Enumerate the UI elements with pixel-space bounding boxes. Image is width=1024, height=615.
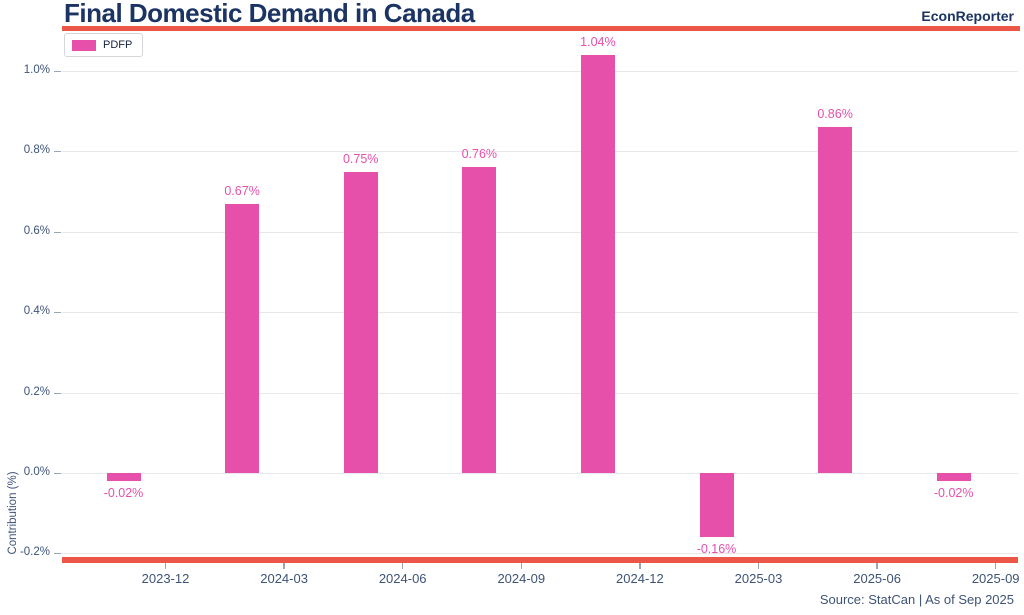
y-gridline (62, 553, 1018, 555)
legend-label: PDFP (103, 39, 133, 51)
x-tick-label: 2025-06 (853, 571, 901, 586)
x-tick-label: 2024-03 (260, 571, 308, 586)
bar-value-label: -0.02% (933, 486, 974, 501)
y-tick-mark (54, 151, 61, 153)
bar-pdfp-2025-06 (818, 127, 853, 473)
y-tick-label: 1.0% (23, 64, 50, 76)
legend: PDFP (64, 33, 144, 57)
x-tick-mark (994, 563, 997, 569)
y-tick-label: 0.8% (23, 144, 50, 157)
bar-pdfp-2024-09 (462, 167, 497, 473)
bar-value-label: 0.75% (342, 151, 379, 166)
y-tick-mark (54, 312, 61, 314)
y-gridline (62, 312, 1018, 314)
x-tick-label: 2024-06 (378, 571, 427, 586)
y-tick-mark (54, 71, 61, 72)
y-tick-mark (54, 553, 61, 555)
brand-logo: EconReporter (921, 8, 1014, 24)
y-tick-label: 0.6% (23, 224, 50, 237)
x-tick-label: 2024-09 (497, 571, 546, 586)
x-tick-mark (520, 563, 523, 569)
x-tick-mark (283, 563, 285, 569)
x-tick-mark (164, 563, 167, 569)
y-tick-label: -0.2% (19, 546, 50, 559)
x-tick-label: 2025-03 (734, 571, 783, 586)
x-tick-mark (876, 563, 878, 569)
x-tick-mark (639, 563, 641, 569)
top-accent-line (62, 26, 1020, 31)
bar-pdfp-2025-09 (936, 473, 971, 482)
y-axis-title: Contribution (%) (7, 471, 19, 555)
x-tick-mark (401, 563, 404, 569)
bar-pdfp-2024-03 (225, 203, 260, 473)
bar-pdfp-2024-12 (580, 54, 615, 473)
bar-pdfp-2024-06 (343, 171, 378, 473)
x-tick-label: 2023-12 (141, 571, 190, 586)
bar-value-label: 0.76% (461, 147, 498, 162)
y-tick-mark (54, 473, 61, 474)
bar-value-label: 1.04% (580, 34, 616, 49)
bar-pdfp-2025-03 (699, 473, 734, 538)
y-gridline (62, 71, 1018, 72)
y-tick-label: 0.4% (23, 305, 50, 318)
y-tick-label: 0.0% (23, 466, 50, 478)
bar-pdfp-2023-12 (106, 473, 141, 482)
x-tick-label: 2025-09 (971, 571, 1020, 586)
x-tick-mark (757, 563, 760, 569)
y-tick-label: 0.2% (23, 385, 50, 398)
y-gridline (62, 151, 1018, 153)
x-tick-label: 2024-12 (616, 571, 664, 586)
y-tick-mark (54, 231, 61, 233)
bar-value-label: 0.86% (817, 107, 853, 122)
y-gridline (62, 473, 1018, 474)
bottom-accent-line (62, 557, 1018, 563)
bar-value-label: -0.16% (696, 542, 737, 557)
y-tick-mark (54, 392, 61, 394)
legend-swatch-icon (72, 39, 96, 51)
bar-value-label: 0.67% (224, 183, 260, 198)
page-title: Final Domestic Demand in Canada (64, 0, 475, 28)
y-gridline (62, 231, 1018, 233)
source-note: Source: StatCan | As of Sep 2025 (819, 592, 1014, 607)
y-gridline (62, 392, 1018, 394)
bar-value-label: -0.02% (103, 486, 144, 501)
